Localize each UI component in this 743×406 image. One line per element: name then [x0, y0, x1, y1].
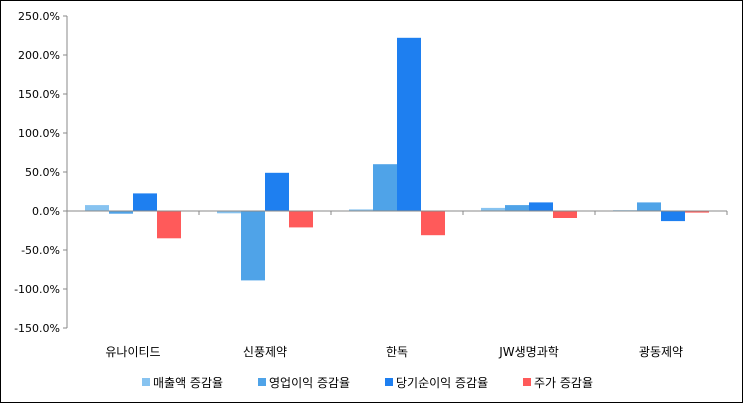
bar	[349, 209, 373, 211]
y-tick-label: -50.0%	[21, 244, 60, 257]
x-tick-label: JW생명과학	[498, 345, 559, 359]
x-tick-label: 유나이티드	[105, 345, 160, 359]
bar	[133, 193, 157, 211]
bar	[217, 211, 241, 214]
bar	[289, 211, 313, 228]
legend-label: 영업이익 증감율	[269, 376, 350, 390]
bar	[661, 211, 685, 222]
bars	[85, 37, 709, 281]
bar	[241, 211, 265, 281]
legend-label: 주가 증감율	[534, 376, 593, 390]
y-tick-label: 50.0%	[25, 166, 60, 179]
y-tick-label: 250.0%	[18, 10, 60, 23]
y-axis: 250.0% 200.0% 150.0% 100.0% 50.0% 0.0% -50.0% -…	[14, 10, 68, 335]
legend-label: 매출액 증감율	[153, 376, 223, 390]
legend: 매출액 증감율 영업이익 증감율 당기순이익 증감율 주가 증감율	[142, 376, 593, 390]
legend-swatch	[142, 378, 150, 386]
x-tick-label: 신풍제약	[243, 344, 287, 359]
legend-swatch	[385, 378, 393, 386]
bar	[109, 211, 133, 214]
bar	[637, 202, 661, 211]
bar	[421, 211, 445, 236]
bar	[505, 205, 529, 211]
y-tick-label: 100.0%	[18, 127, 60, 140]
bar	[529, 202, 553, 211]
bar	[265, 172, 289, 211]
bar	[685, 211, 709, 213]
x-axis: 유나이티드 신풍제약 한독 JW생명과학 광동제약	[66, 210, 728, 359]
bar	[157, 211, 181, 239]
y-tick-label: 200.0%	[18, 49, 60, 62]
bar	[373, 164, 397, 211]
bar	[481, 207, 505, 211]
bar	[397, 37, 421, 211]
y-tick-label: 0.0%	[32, 205, 60, 218]
legend-swatch	[258, 378, 266, 386]
y-tick-label: 150.0%	[18, 88, 60, 101]
y-tick-label: -100.0%	[14, 283, 60, 296]
y-tick-label: -150.0%	[14, 322, 60, 335]
x-tick-label: 광동제약	[639, 344, 683, 359]
x-tick-label: 한독	[386, 345, 408, 359]
legend-swatch	[523, 378, 531, 386]
bar	[85, 205, 109, 211]
bar	[553, 211, 577, 218]
legend-label: 당기순이익 증감율	[396, 376, 488, 390]
